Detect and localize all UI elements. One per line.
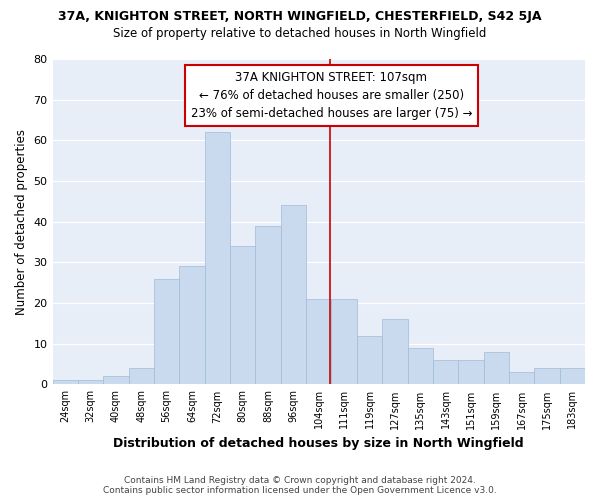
Bar <box>128 368 154 384</box>
Bar <box>306 299 331 384</box>
Bar <box>331 299 357 384</box>
X-axis label: Distribution of detached houses by size in North Wingfield: Distribution of detached houses by size … <box>113 437 524 450</box>
Bar <box>458 360 484 384</box>
Bar <box>78 380 103 384</box>
Y-axis label: Number of detached properties: Number of detached properties <box>15 128 28 314</box>
Bar <box>509 372 534 384</box>
Text: Contains HM Land Registry data © Crown copyright and database right 2024.
Contai: Contains HM Land Registry data © Crown c… <box>103 476 497 495</box>
Bar <box>53 380 78 384</box>
Text: 37A KNIGHTON STREET: 107sqm
← 76% of detached houses are smaller (250)
23% of se: 37A KNIGHTON STREET: 107sqm ← 76% of det… <box>191 71 472 120</box>
Bar <box>179 266 205 384</box>
Bar <box>230 246 256 384</box>
Bar <box>407 348 433 385</box>
Bar <box>103 376 128 384</box>
Bar <box>281 206 306 384</box>
Bar <box>382 320 407 384</box>
Bar <box>154 278 179 384</box>
Bar <box>256 226 281 384</box>
Bar <box>534 368 560 384</box>
Text: 37A, KNIGHTON STREET, NORTH WINGFIELD, CHESTERFIELD, S42 5JA: 37A, KNIGHTON STREET, NORTH WINGFIELD, C… <box>58 10 542 23</box>
Bar <box>560 368 585 384</box>
Bar <box>433 360 458 384</box>
Text: Size of property relative to detached houses in North Wingfield: Size of property relative to detached ho… <box>113 28 487 40</box>
Bar <box>357 336 382 384</box>
Bar <box>484 352 509 384</box>
Bar <box>205 132 230 384</box>
